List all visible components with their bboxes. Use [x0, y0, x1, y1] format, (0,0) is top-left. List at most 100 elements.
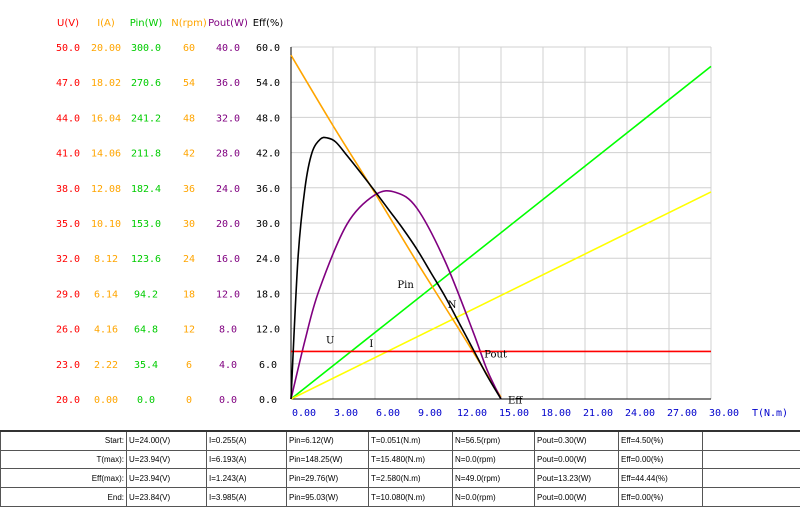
- y-axes: U(V) 20.0 23.0 26.0 29.0 32.0 35.0 38.0 41.0 44.0…: [56, 18, 283, 406]
- table-cell: Eff=0.00(%): [618, 449, 703, 470]
- y-tick-label: 12.08: [91, 184, 121, 195]
- y-tick-label: 14.06: [91, 149, 121, 160]
- y-tick-label: 48: [183, 113, 195, 124]
- y-tick-label: 12: [183, 325, 195, 336]
- x-tick-label: 27.00: [667, 408, 697, 419]
- y-tick-label: 20.0: [56, 395, 80, 406]
- y-tick-label: 24.0: [216, 184, 240, 195]
- y-tick-label: 6.14: [94, 289, 118, 300]
- x-tick-label: 9.00: [418, 408, 442, 419]
- table-cell: Eff=44.44(%): [618, 468, 703, 489]
- series-eff-line: [290, 136, 502, 400]
- y-tick-label: 94.2: [134, 289, 158, 300]
- y-tick-label: 30.0: [256, 219, 280, 230]
- table-cell: U=23.94(V): [126, 449, 207, 470]
- curve-labels: U I Pin N Pout Eff: [326, 280, 523, 407]
- table-cell: U=23.94(V): [126, 468, 207, 489]
- y-tick-label: 18.02: [91, 78, 121, 89]
- y-tick-label: 23.0: [56, 360, 80, 371]
- x-tick-label: 18.00: [541, 408, 571, 419]
- y-tick-label: 182.4: [131, 184, 161, 195]
- y-tick-label: 0.0: [259, 395, 277, 406]
- table-row: T(max): U=23.94(V) I=6.193(A) Pin=148.25(W)…: [0, 449, 800, 470]
- y-tick-label: 0.0: [137, 395, 155, 406]
- y-tick-label: 123.6: [131, 254, 161, 265]
- table-cell: Pin=6.12(W): [286, 429, 369, 451]
- y-tick-label: 16.04: [91, 113, 121, 124]
- y-tick-label: 12.0: [256, 325, 280, 336]
- table-cell: Pin=29.76(W): [286, 468, 369, 489]
- y-tick-label: 270.6: [131, 78, 161, 89]
- table-cell: Pin=95.03(W): [286, 487, 369, 507]
- curve-label-i: I: [369, 339, 373, 350]
- series-i-line: [290, 191, 712, 400]
- y-tick-label: 64.8: [134, 325, 158, 336]
- table-cell: I=3.985(A): [206, 487, 287, 507]
- table-empty-cell: [702, 449, 800, 470]
- y-tick-label: 44.0: [56, 113, 80, 124]
- y-tick-label: 42.0: [256, 149, 280, 160]
- y-tick-label: 35.4: [134, 360, 158, 371]
- table-cell: T=0.051(N.m): [368, 429, 453, 451]
- table-cell: N=49.0(rpm): [452, 468, 535, 489]
- y-tick-label: 2.22: [94, 360, 118, 371]
- y-tick-label: 4.16: [94, 325, 118, 336]
- y-axis-title-2: Pin(W): [130, 18, 163, 29]
- y-axis-title-3: N(rpm): [171, 18, 207, 29]
- y-tick-label: 54: [183, 78, 195, 89]
- y-tick-label: 18: [183, 289, 195, 300]
- row-label: Eff(max):: [0, 468, 127, 489]
- y-tick-label: 0.0: [219, 395, 237, 406]
- y-tick-label: 18.0: [256, 289, 280, 300]
- y-tick-label: 4.0: [219, 360, 237, 371]
- row-label: End:: [0, 487, 127, 507]
- y-tick-label: 42: [183, 149, 195, 160]
- table-empty-cell: [702, 468, 800, 489]
- y-tick-label: 50.0: [56, 43, 80, 54]
- x-tick-label: 6.00: [376, 408, 400, 419]
- y-tick-label: 10.10: [91, 219, 121, 230]
- y-tick-label: 26.0: [56, 325, 80, 336]
- y-tick-label: 32.0: [56, 254, 80, 265]
- table-cell: I=6.193(A): [206, 449, 287, 470]
- table-empty-cell: [702, 487, 800, 507]
- table-cell: I=0.255(A): [206, 429, 287, 451]
- curve-label-n: N: [448, 300, 457, 311]
- table-cell: U=24.00(V): [126, 429, 207, 451]
- table-cell: Eff=4.50(%): [618, 429, 703, 451]
- curve-label-pout: Pout: [484, 349, 507, 360]
- chart-grid: [290, 46, 712, 400]
- motor-performance-chart: U(V) 20.0 23.0 26.0 29.0 32.0 35.0 38.0 41.0 44.0…: [56, 18, 788, 419]
- y-tick-label: 41.0: [56, 149, 80, 160]
- y-tick-label: 60.0: [256, 43, 280, 54]
- curve-label-eff: Eff: [508, 396, 523, 407]
- table-cell: Pin=148.25(W): [286, 449, 369, 470]
- table-row: End: U=23.84(V) I=3.985(A) Pin=95.03(W) T=10…: [0, 487, 800, 507]
- y-tick-label: 60: [183, 43, 195, 54]
- table-row: Eff(max): U=23.94(V) I=1.243(A) Pin=29.76(W…: [0, 468, 800, 489]
- y-tick-label: 54.0: [256, 78, 280, 89]
- y-tick-label: 211.8: [131, 149, 161, 160]
- y-axis-title-1: I(A): [97, 18, 115, 29]
- y-tick-label: 36.0: [256, 184, 280, 195]
- y-tick-label: 38.0: [56, 184, 80, 195]
- table-cell: Eff=0.00(%): [618, 487, 703, 507]
- curve-label-u: U: [326, 335, 334, 346]
- x-tick-label: 3.00: [334, 408, 358, 419]
- row-label: T(max):: [0, 449, 127, 470]
- series-pin-line: [290, 65, 712, 400]
- y-tick-label: 6.0: [259, 360, 277, 371]
- table-cell: N=0.0(rpm): [452, 487, 535, 507]
- y-tick-label: 8.12: [94, 254, 118, 265]
- y-tick-label: 24.0: [256, 254, 280, 265]
- x-tick-label: 30.00: [709, 408, 739, 419]
- y-tick-label: 0: [186, 395, 192, 406]
- table-cell: T=15.480(N.m): [368, 449, 453, 470]
- x-tick-label: 15.00: [499, 408, 529, 419]
- y-tick-label: 241.2: [131, 113, 161, 124]
- x-tick-label: 21.00: [583, 408, 613, 419]
- table-cell: Pout=0.00(W): [534, 449, 619, 470]
- table-cell: I=1.243(A): [206, 468, 287, 489]
- table-cell: Pout=13.23(W): [534, 468, 619, 489]
- y-tick-label: 40.0: [216, 43, 240, 54]
